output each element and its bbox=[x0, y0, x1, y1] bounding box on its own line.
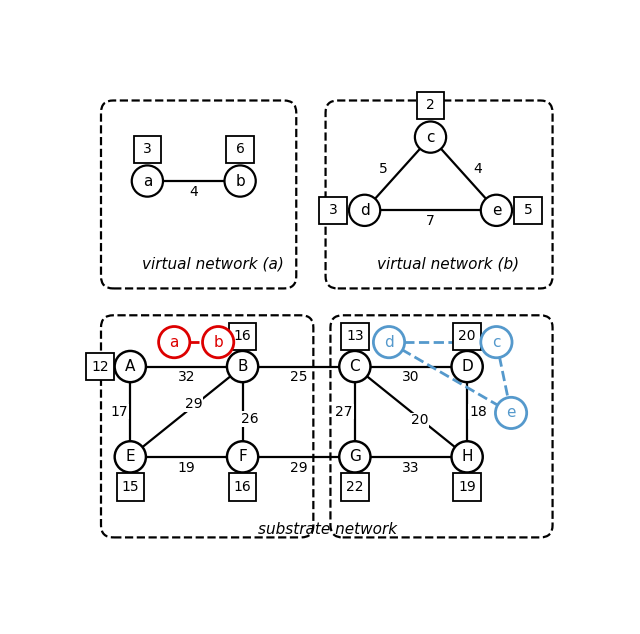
Circle shape bbox=[225, 165, 256, 197]
Text: 16: 16 bbox=[234, 480, 252, 494]
Text: e: e bbox=[492, 203, 501, 218]
Circle shape bbox=[202, 327, 234, 358]
Text: 3: 3 bbox=[328, 204, 337, 217]
Circle shape bbox=[115, 441, 146, 472]
FancyBboxPatch shape bbox=[86, 353, 114, 380]
Text: 20: 20 bbox=[411, 413, 429, 427]
Circle shape bbox=[115, 351, 146, 382]
Text: 29: 29 bbox=[185, 398, 203, 411]
Text: b: b bbox=[213, 335, 223, 349]
Circle shape bbox=[349, 195, 380, 226]
Circle shape bbox=[339, 351, 371, 382]
FancyBboxPatch shape bbox=[227, 136, 254, 163]
Text: G: G bbox=[349, 450, 361, 464]
FancyBboxPatch shape bbox=[515, 197, 542, 224]
Text: F: F bbox=[238, 450, 247, 464]
Text: 25: 25 bbox=[290, 370, 307, 384]
Text: 4: 4 bbox=[189, 184, 198, 199]
Text: 4: 4 bbox=[474, 162, 483, 176]
Text: a: a bbox=[170, 335, 179, 349]
Text: virtual network (a): virtual network (a) bbox=[143, 257, 284, 271]
Circle shape bbox=[339, 441, 371, 472]
Text: 2: 2 bbox=[426, 98, 435, 112]
FancyBboxPatch shape bbox=[454, 474, 481, 501]
Text: 27: 27 bbox=[335, 404, 353, 418]
Text: 15: 15 bbox=[122, 480, 139, 494]
Text: D: D bbox=[461, 359, 473, 374]
Text: 3: 3 bbox=[143, 142, 152, 157]
Text: 18: 18 bbox=[469, 404, 487, 418]
Text: 19: 19 bbox=[458, 480, 476, 494]
Text: 30: 30 bbox=[403, 370, 420, 384]
Text: e: e bbox=[506, 405, 516, 420]
FancyBboxPatch shape bbox=[319, 197, 346, 224]
Circle shape bbox=[227, 351, 258, 382]
Circle shape bbox=[451, 351, 483, 382]
Text: E: E bbox=[125, 450, 135, 464]
Text: 13: 13 bbox=[346, 329, 364, 343]
Text: C: C bbox=[349, 359, 360, 374]
Text: d: d bbox=[360, 203, 369, 218]
Text: 7: 7 bbox=[426, 214, 435, 228]
FancyBboxPatch shape bbox=[341, 474, 369, 501]
Circle shape bbox=[373, 327, 404, 358]
Text: A: A bbox=[125, 359, 136, 374]
FancyBboxPatch shape bbox=[341, 323, 369, 350]
Text: 16: 16 bbox=[234, 329, 252, 343]
FancyBboxPatch shape bbox=[454, 323, 481, 350]
Circle shape bbox=[451, 441, 483, 472]
FancyBboxPatch shape bbox=[229, 474, 256, 501]
Text: c: c bbox=[426, 129, 435, 145]
Text: H: H bbox=[461, 450, 473, 464]
Circle shape bbox=[227, 441, 258, 472]
FancyBboxPatch shape bbox=[229, 323, 256, 350]
Text: d: d bbox=[384, 335, 394, 349]
Text: 12: 12 bbox=[92, 359, 109, 373]
FancyBboxPatch shape bbox=[417, 92, 444, 119]
Text: 29: 29 bbox=[290, 460, 308, 475]
FancyBboxPatch shape bbox=[134, 136, 161, 163]
Text: 22: 22 bbox=[346, 480, 364, 494]
Text: a: a bbox=[143, 174, 152, 188]
Text: 26: 26 bbox=[241, 412, 259, 426]
Circle shape bbox=[159, 327, 190, 358]
Text: 5: 5 bbox=[378, 162, 387, 176]
Circle shape bbox=[415, 122, 446, 153]
Text: 33: 33 bbox=[403, 460, 420, 475]
Circle shape bbox=[481, 195, 512, 226]
Text: c: c bbox=[492, 335, 500, 349]
Circle shape bbox=[495, 398, 527, 429]
Text: 32: 32 bbox=[178, 370, 195, 384]
Text: 5: 5 bbox=[524, 204, 532, 217]
Text: 19: 19 bbox=[177, 460, 195, 475]
FancyBboxPatch shape bbox=[116, 474, 144, 501]
Text: 20: 20 bbox=[458, 329, 476, 343]
Text: 6: 6 bbox=[236, 142, 244, 157]
Text: substrate network: substrate network bbox=[259, 522, 397, 536]
Circle shape bbox=[132, 165, 163, 197]
Text: b: b bbox=[236, 174, 245, 188]
Text: virtual network (b): virtual network (b) bbox=[377, 257, 519, 271]
Text: 17: 17 bbox=[111, 404, 129, 418]
Text: B: B bbox=[237, 359, 248, 374]
Circle shape bbox=[481, 327, 512, 358]
